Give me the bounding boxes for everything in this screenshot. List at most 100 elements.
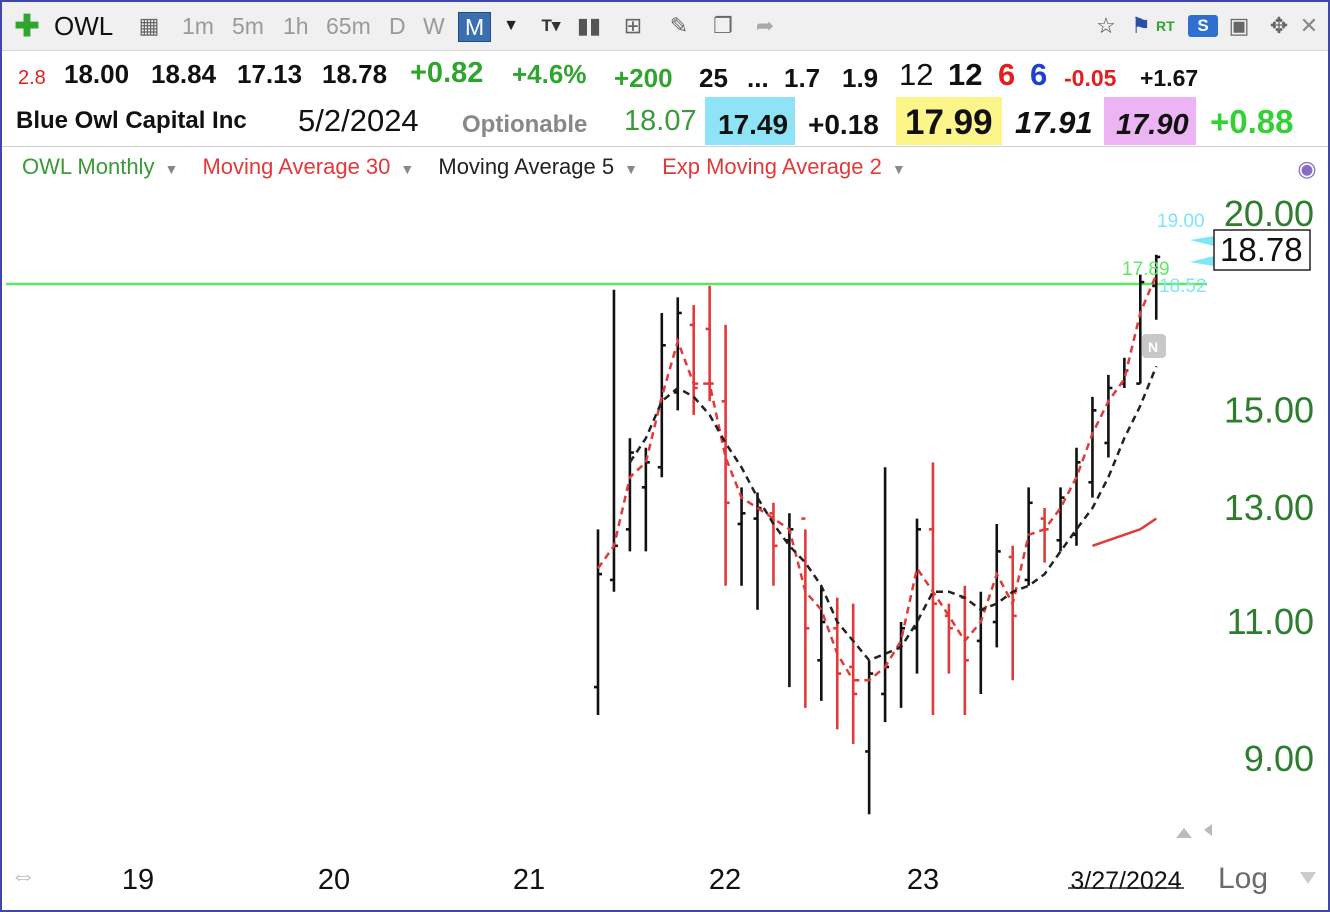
legend-dropdown-icon[interactable]: ▼ [624,161,638,177]
quote-field-pos: +1.67 [1140,65,1199,91]
quote-volume-change: +200 [614,63,673,93]
add-plus-icon[interactable]: ✚ [14,9,40,43]
timeframe-65m[interactable]: 65m [326,13,371,39]
ohlc-bar[interactable] [1056,487,1065,552]
quote-ask: 17.99 [905,103,993,142]
legend-dropdown-icon[interactable]: ▼ [164,161,179,177]
ohlc-bar[interactable] [1072,447,1081,546]
company-name: Blue Owl Capital Inc [16,107,247,134]
copy-icon[interactable]: ❐ [713,13,733,38]
ohlc-bar[interactable] [769,502,778,586]
legend-owl-monthly[interactable]: OWL Monthly [22,154,155,179]
text-tool-icon[interactable]: T▾ [541,16,561,35]
ohlc-bar[interactable] [1152,254,1161,320]
timeframe-5m[interactable]: 5m [232,13,264,39]
ohlc-bar[interactable] [976,591,985,694]
legend-ma30[interactable]: Moving Average 30 [202,154,391,179]
news-badge[interactable] [1142,334,1166,358]
ohlc-bar[interactable] [1024,487,1033,586]
grid-add-icon[interactable]: ⊞ [623,13,643,38]
ohlc-bar[interactable] [849,603,858,744]
timeframe-1h[interactable]: 1h [283,13,309,39]
ask-box [896,97,1002,145]
legend-ema2[interactable]: Exp Moving Average 2 [662,154,882,179]
timeframe-dropdown-icon[interactable]: ▼ [503,17,519,34]
close-box [1104,97,1196,145]
quote-field-6-red: 6 [998,57,1016,92]
quote-last: 18.78 [322,59,388,89]
ohlc-bar[interactable] [881,467,890,723]
ohlc-bar[interactable] [1040,508,1049,563]
pan-arrows-icon[interactable]: ⇔ [10,860,36,890]
news-badge-label: N [1148,339,1158,355]
link-icon[interactable]: ▦ [138,13,160,38]
flag-icon[interactable]: ⚑ [1131,13,1151,38]
ohlc-bar[interactable] [641,447,650,552]
timeframe-w[interactable]: W [423,13,445,39]
ma5-line [628,365,1158,662]
quote-ellipsis: ... [747,63,769,93]
ohlc-bar[interactable] [594,529,602,715]
y-tick-label: 9.00 [1244,738,1314,779]
quote-low: 17.13 [237,59,303,89]
ohlc-bar[interactable] [913,518,921,674]
ohlc-bar[interactable] [960,585,969,715]
x-tick-label: 21 [513,864,545,896]
log-toggle[interactable]: Log [1218,862,1269,895]
ohlc-bar[interactable] [1136,274,1145,385]
ohlc-bar[interactable] [657,312,666,478]
ohlc-bar[interactable] [1104,374,1113,458]
quote-open: 18.00 [64,59,130,89]
quote-row-2: Blue Owl Capital Inc 5/2/2024 Optionable… [2,97,1328,145]
ohlc-bar[interactable] [801,517,810,708]
pencil-icon[interactable]: ✎ [669,13,689,38]
timeframe-1m[interactable]: 1m [182,13,214,39]
quote-field-12a: 12 [899,57,934,92]
price-chart[interactable]: 20.00 15.00 13.00 11.00 9.00 19 20 21 22 23 3/27/… [2,152,1328,912]
quote-field-neg: -0.05 [1064,65,1117,91]
marker-19-00: 19.00 [1157,211,1205,232]
ohlc-bar[interactable] [737,487,746,586]
ohlc-bar[interactable] [817,585,826,701]
ohlc-bar[interactable] [625,438,634,552]
ohlc-bar[interactable] [992,523,1001,648]
scroll-up-icon[interactable] [1176,828,1192,838]
star-icon[interactable]: ☆ [1096,13,1116,38]
cyan-arrow-top [1190,236,1214,246]
scroll-down-icon[interactable] [1300,872,1316,884]
quote-field-6-blue: 6 [1030,57,1048,92]
timeframe-d[interactable]: D [389,13,406,39]
y-tick-label: 20.00 [1224,193,1314,234]
legend-dropdown-icon[interactable]: ▼ [891,161,906,177]
marker-17-89: 17.89 [1122,259,1170,280]
scroll-left-icon[interactable] [1204,824,1212,836]
ohlc-bar[interactable] [721,324,730,586]
ohlc-bar[interactable] [689,305,698,415]
close-icon[interactable]: ✕ [1299,13,1319,38]
share-arrow-icon[interactable]: ➦ [755,13,775,38]
realtime-badge[interactable]: RT [1156,18,1175,34]
quote-gain: +0.88 [1210,103,1294,140]
symbol-label[interactable]: OWL [54,11,114,41]
s-button[interactable]: S [1188,15,1218,37]
ohlc-bar[interactable] [833,597,842,730]
quote-prev: 18.07 [624,105,697,137]
bars-icon[interactable]: ▮▮ [576,13,602,38]
x-tick-label: 22 [709,864,741,896]
quote-field-25: 25 [699,63,728,93]
y-tick-label: 11.00 [1227,601,1314,642]
quote-bid: 17.49 [718,109,789,140]
save-icon[interactable]: ▣ [1228,13,1250,38]
legend-ma5[interactable]: Moving Average 5 [438,154,615,179]
palette-icon[interactable]: ◉ [1297,156,1317,181]
ohlc-bar[interactable] [865,660,874,815]
timeframe-m[interactable]: M [458,12,492,42]
legend-dropdown-icon[interactable]: ▼ [400,161,415,177]
x-tick-label: 23 [907,864,939,896]
ohlc-bar[interactable] [1008,545,1017,681]
ohlc-bar[interactable] [944,603,953,674]
ohlc-bar[interactable] [928,462,937,715]
ohlc-bar[interactable] [1088,396,1097,498]
x-tick-label: 20 [318,864,350,896]
move-icon[interactable]: ✥ [1269,13,1289,38]
